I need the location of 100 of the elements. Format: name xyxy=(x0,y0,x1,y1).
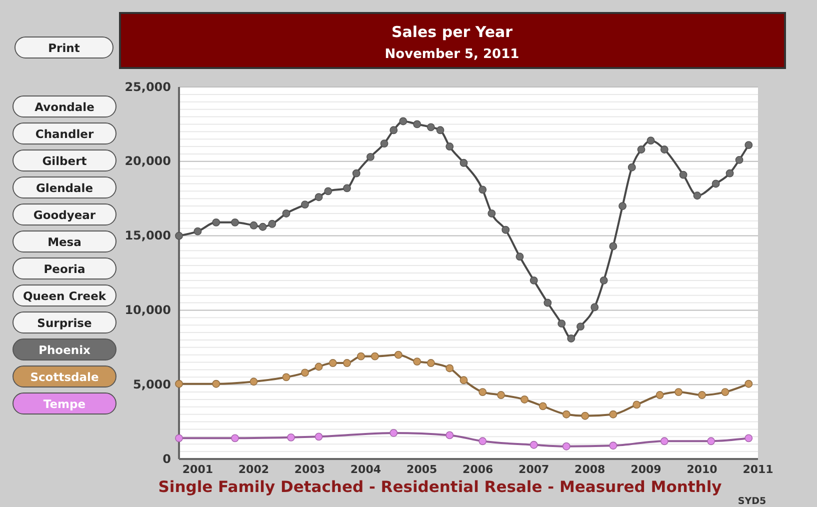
x-tick-label: 2008 xyxy=(574,462,606,476)
x-tick-label: 2001 xyxy=(182,462,214,476)
point xyxy=(562,442,570,450)
point xyxy=(250,378,258,386)
point xyxy=(175,434,183,442)
point xyxy=(530,276,538,284)
point xyxy=(520,396,528,404)
point xyxy=(656,391,664,399)
point xyxy=(212,380,220,388)
button: Queen Creek xyxy=(12,284,116,306)
legend-button: Scottsdale xyxy=(12,366,116,388)
text: SYD5 xyxy=(738,496,766,507)
y-tick-label: 25,000 xyxy=(124,80,171,94)
button: Print xyxy=(14,36,114,58)
y-tick-label: 5,000 xyxy=(133,377,171,392)
point xyxy=(576,322,584,331)
point xyxy=(446,431,454,440)
point xyxy=(413,120,422,128)
x-tick-label: 2007 xyxy=(518,462,550,476)
point xyxy=(231,434,239,442)
button: Avondale xyxy=(12,96,116,118)
x-tick-label: 2010 xyxy=(686,462,718,476)
button: Surprise xyxy=(12,312,116,334)
x-tick-label: 2004 xyxy=(350,462,382,476)
point xyxy=(413,358,422,366)
point xyxy=(609,442,618,450)
point xyxy=(698,391,706,399)
point xyxy=(478,388,487,396)
button: Peoria xyxy=(12,258,116,280)
point xyxy=(502,226,510,234)
point xyxy=(282,373,290,382)
point xyxy=(390,429,398,437)
point xyxy=(175,232,183,240)
point xyxy=(735,156,744,164)
point xyxy=(426,359,435,367)
point xyxy=(300,200,309,209)
point xyxy=(370,352,379,360)
point xyxy=(436,126,444,134)
point xyxy=(609,242,618,250)
button: Chandler xyxy=(12,122,116,144)
point xyxy=(488,210,496,218)
x-tick-label: 2011 xyxy=(742,462,774,476)
point xyxy=(287,433,295,442)
y-tick-label: 15,000 xyxy=(124,228,171,243)
point xyxy=(343,184,351,192)
point xyxy=(175,380,183,388)
x-tick-label: 2006 xyxy=(462,462,494,476)
point xyxy=(744,434,753,442)
point xyxy=(268,220,276,228)
point xyxy=(544,298,552,307)
point xyxy=(558,320,566,328)
point xyxy=(721,388,730,396)
point xyxy=(394,350,402,359)
point xyxy=(446,364,454,372)
text: Single Family Detached - Residential Resale - Measured Monthly xyxy=(158,478,722,496)
point xyxy=(366,152,374,161)
point xyxy=(390,126,398,134)
point xyxy=(600,276,608,284)
point xyxy=(646,136,655,145)
point xyxy=(660,146,668,154)
legend-button: Phoenix xyxy=(12,338,116,360)
chart-title: Sales per Year xyxy=(391,23,514,41)
y-tick-label: 0 xyxy=(162,452,171,466)
point xyxy=(530,440,538,449)
y-tick-label: 10,000 xyxy=(124,303,171,318)
button: Goodyear xyxy=(12,204,116,226)
point xyxy=(314,432,323,441)
point xyxy=(632,400,641,409)
point xyxy=(460,376,468,384)
y-tick-label: 20,000 xyxy=(124,154,171,168)
point xyxy=(258,222,267,231)
point xyxy=(562,410,570,418)
point xyxy=(324,187,332,196)
point xyxy=(707,437,716,446)
point xyxy=(637,146,646,154)
point xyxy=(538,402,547,410)
point xyxy=(679,170,688,179)
chart-subtitle: November 5, 2011 xyxy=(384,47,520,62)
legend-button: Tempe xyxy=(12,392,116,414)
point xyxy=(352,169,360,178)
point xyxy=(399,117,408,126)
point xyxy=(380,140,388,148)
point xyxy=(250,221,258,230)
point xyxy=(231,218,239,226)
point xyxy=(300,368,309,377)
point xyxy=(567,334,576,342)
point xyxy=(282,210,290,218)
point xyxy=(328,359,337,367)
point xyxy=(693,192,702,200)
x-tick-label: 2005 xyxy=(406,462,438,476)
point xyxy=(581,412,590,420)
point xyxy=(314,362,323,371)
point xyxy=(744,380,753,388)
point xyxy=(712,180,720,188)
point xyxy=(726,169,734,178)
point xyxy=(194,227,202,236)
x-tick-label: 2002 xyxy=(238,462,270,476)
point xyxy=(343,359,351,367)
button: Glendale xyxy=(12,176,116,198)
point xyxy=(356,352,365,360)
